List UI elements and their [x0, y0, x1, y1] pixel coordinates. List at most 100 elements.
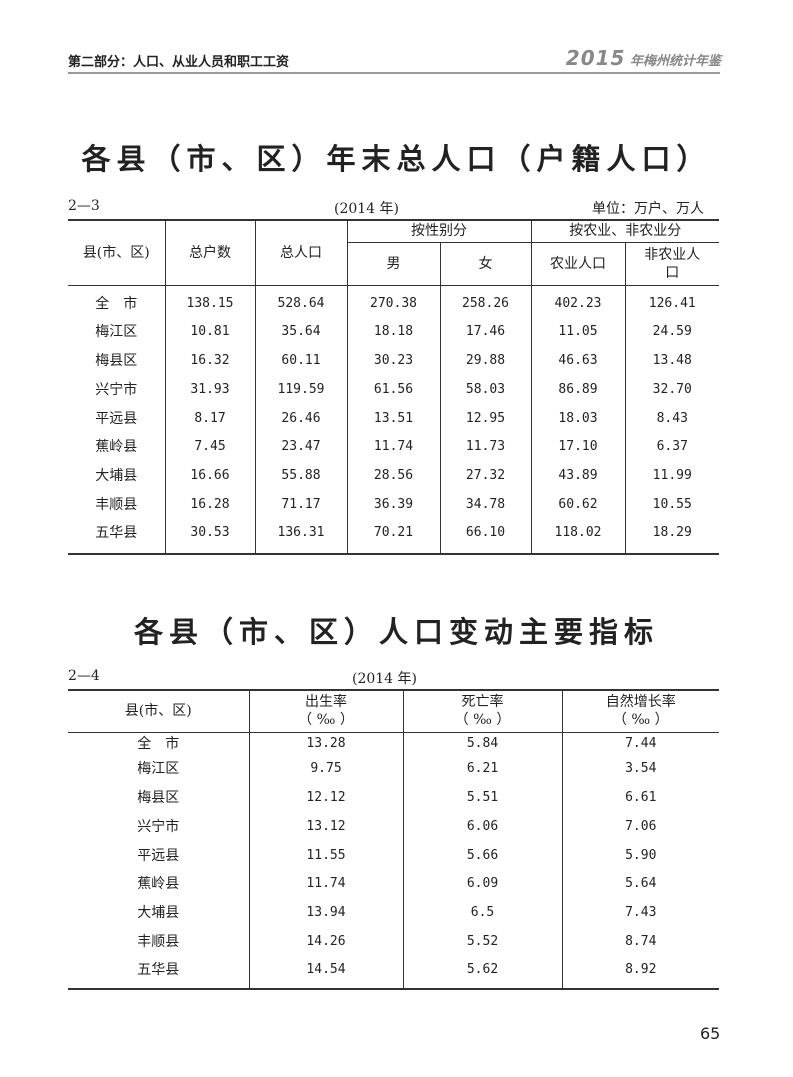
cell-value: 71.17: [254, 490, 347, 520]
cell-value: 7.45: [164, 432, 255, 462]
cell-value: 28.56: [346, 461, 440, 491]
col-growth-rate: 自然增长率（ ‰ ）: [561, 690, 719, 733]
header-divider: [68, 72, 720, 74]
cell-value: 18.18: [346, 317, 440, 347]
table-row: 兴宁市 13.12 6.06 7.06: [68, 812, 719, 842]
table-row: 蕉岭县 7.45 23.47 11.74 11.73 17.10 6.37: [68, 432, 719, 462]
cell-value: 55.88: [254, 461, 347, 491]
death-label: 死亡率: [461, 694, 504, 711]
cell-value: 16.32: [164, 346, 255, 376]
col-death-rate: 死亡率（ ‰ ）: [402, 690, 562, 733]
cell-value: 528.64: [254, 285, 347, 318]
cell-value: 7.06: [561, 812, 719, 842]
cell-value: 138.15: [164, 285, 255, 318]
cell-value: 8.92: [561, 956, 719, 990]
cell-value: 36.39: [346, 490, 440, 520]
county-name: 大埔县: [137, 905, 180, 922]
cell-value: 119.59: [254, 375, 347, 405]
table-row: 丰顺县 14.26 5.52 8.74: [68, 927, 719, 957]
cell-value: 7.44: [561, 732, 719, 755]
cell-value: 11.55: [248, 841, 403, 870]
cell-value: 66.10: [439, 519, 531, 555]
cell-value: 46.63: [530, 346, 625, 376]
cell-value: 30.53: [164, 519, 255, 555]
cell-value: 24.59: [624, 317, 719, 347]
table-row: 蕉岭县 11.74 6.09 5.64: [68, 869, 719, 899]
table2-title: 各县（市、区）人口变动主要指标: [133, 615, 659, 649]
cell-value: 6.37: [624, 432, 719, 462]
cell-value: 5.90: [561, 841, 719, 870]
cell-value: 11.05: [530, 317, 625, 347]
cell-value: 61.56: [346, 375, 440, 405]
col-population: 总人口: [254, 220, 347, 286]
col-by-agri: 按农业、非农业分: [530, 220, 719, 243]
growth-label: 自然增长率: [605, 694, 676, 711]
table-row: 丰顺县 16.28 71.17 36.39 34.78 60.62 10.55: [68, 490, 719, 520]
table-row: 兴宁市 31.93 119.59 61.56 58.03 86.89 32.70: [68, 375, 719, 405]
county-name: 兴宁市: [137, 818, 180, 835]
cell-value: 18.29: [624, 519, 719, 555]
county-name: 梅县区: [137, 789, 180, 806]
county-name: 平远县: [137, 847, 180, 864]
cell-value: 13.48: [624, 346, 719, 376]
county-name: 大埔县: [95, 468, 138, 485]
cell-value: 16.66: [164, 461, 255, 491]
cell-value: 30.23: [346, 346, 440, 376]
cell-value: 43.89: [530, 461, 625, 491]
unit-label: （ ‰ ）: [454, 712, 511, 729]
cell-value: 13.12: [248, 812, 403, 842]
cell-value: 118.02: [530, 519, 625, 555]
cell-value: 16.28: [164, 490, 255, 520]
col-female: 女: [439, 242, 531, 286]
cell-value: 11.74: [248, 869, 403, 899]
cell-value: 17.10: [530, 432, 625, 462]
table-row: 大埔县 13.94 6.5 7.43: [68, 898, 719, 928]
section-header: 第二部分：人口、从业人员和职工工资: [68, 55, 290, 70]
cell-value: 6.09: [402, 869, 562, 899]
table1-year: (2014 年): [334, 201, 400, 217]
cell-value: 5.52: [402, 927, 562, 957]
cell-value: 86.89: [530, 375, 625, 405]
cell-value: 258.26: [439, 285, 531, 318]
page-number: 65: [700, 1024, 721, 1043]
table-row: 平远县 11.55 5.66 5.90: [68, 841, 719, 870]
cell-value: 14.26: [248, 927, 403, 957]
col-county: 县(市、区): [68, 220, 165, 286]
table-row: 五华县 14.54 5.62 8.92: [68, 956, 719, 990]
cell-value: 5.66: [402, 841, 562, 870]
county-name: 丰顺县: [95, 496, 138, 513]
cell-value: 402.23: [530, 285, 625, 318]
cell-value: 10.81: [164, 317, 255, 347]
county-name: 蕉岭县: [137, 876, 180, 893]
cell-value: 13.51: [346, 404, 440, 433]
cell-value: 26.46: [254, 404, 347, 433]
cell-value: 12.95: [439, 404, 531, 433]
cell-value: 12.12: [248, 783, 403, 813]
cell-value: 8.43: [624, 404, 719, 433]
cell-value: 60.11: [254, 346, 347, 376]
cell-value: 18.03: [530, 404, 625, 433]
cell-value: 126.41: [624, 285, 719, 318]
county-name: 全 市: [95, 295, 138, 312]
cell-value: 5.62: [402, 956, 562, 990]
yearbook-logo: 2015 年梅州统计年鉴: [566, 46, 721, 70]
table-row: 梅江区 9.75 6.21 3.54: [68, 754, 719, 784]
col-agri: 农业人口: [530, 242, 625, 286]
col-by-sex: 按性别分: [346, 220, 531, 243]
unit-label: （ ‰ ）: [298, 712, 354, 729]
cell-value: 8.74: [561, 927, 719, 957]
table-row: 平远县 8.17 26.46 13.51 12.95 18.03 8.43: [68, 404, 719, 433]
cell-value: 14.54: [248, 956, 403, 990]
cell-value: 11.99: [624, 461, 719, 491]
table-row: 梅江区 10.81 35.64 18.18 17.46 11.05 24.59: [68, 317, 719, 347]
table1-number: 2—3: [68, 198, 100, 214]
col-county: 县(市、区): [68, 690, 249, 733]
cell-value: 35.64: [254, 317, 347, 347]
table-row: 大埔县 16.66 55.88 28.56 27.32 43.89 11.99: [68, 461, 719, 491]
cell-value: 7.43: [561, 898, 719, 928]
cell-value: 9.75: [248, 754, 403, 784]
table1-unit: 单位：万户、万人: [592, 201, 704, 217]
cell-value: 34.78: [439, 490, 531, 520]
cell-value: 6.5: [402, 898, 562, 928]
cell-value: 58.03: [439, 375, 531, 405]
